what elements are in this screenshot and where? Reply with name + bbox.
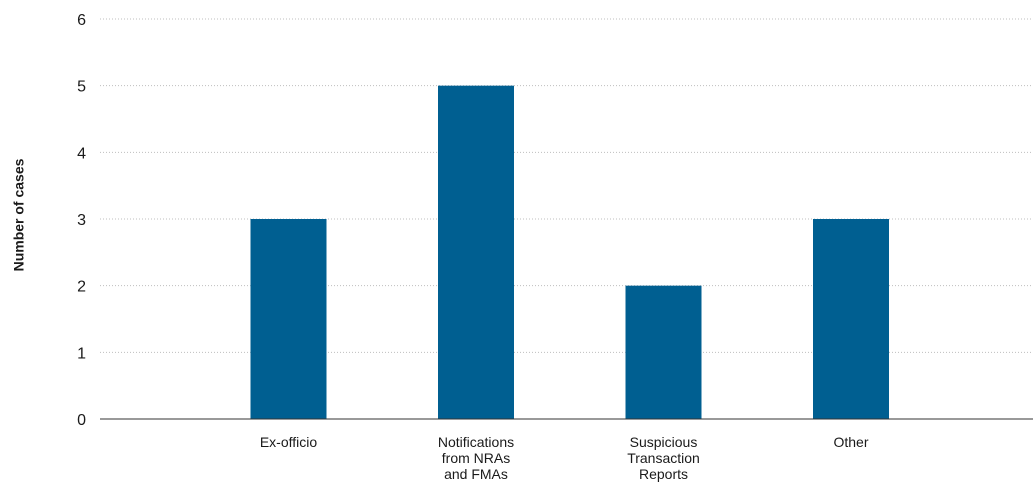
- y-tick-label-6: 6: [77, 12, 86, 29]
- x-axis-category-labels: Ex-officio Notifications from NRAs and FMAs…: [260, 434, 869, 482]
- y-tick-label-3: 3: [77, 212, 86, 229]
- x-category-label-2: Suspicious Transaction Reports: [627, 434, 700, 482]
- y-tick-label-1: 1: [77, 345, 86, 362]
- bars: [250, 85, 889, 420]
- x-category-label-0: Ex-officio: [260, 434, 318, 450]
- bar-1: [438, 85, 514, 420]
- bar-3: [813, 219, 889, 419]
- y-tick-label-5: 5: [77, 79, 86, 96]
- y-tick-label-4: 4: [77, 145, 86, 162]
- x-category-label-1: Notifications from NRAs and FMAs: [438, 434, 514, 482]
- y-tick-label-0: 0: [77, 412, 86, 429]
- y-axis-ticks: 0 1 2 3 4 5 6: [77, 12, 86, 429]
- y-axis-title: Number of cases: [11, 158, 27, 271]
- y-tick-label-2: 2: [77, 279, 86, 296]
- x-category-label-3: Other: [833, 434, 868, 450]
- bar-2: [625, 285, 702, 419]
- bar-0: [250, 219, 327, 419]
- gridlines: [100, 18, 1033, 353]
